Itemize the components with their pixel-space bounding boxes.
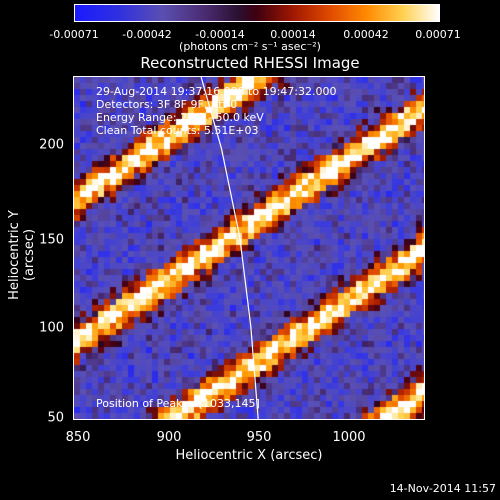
colorbar-tick: -0.00042 (122, 28, 172, 41)
y-tick-label: 150 (39, 232, 64, 248)
colorbar (74, 4, 440, 22)
x-tick-label: 1000 (332, 430, 366, 445)
chart-title: Reconstructed RHESSI Image (140, 54, 360, 72)
annotation-time: 29-Aug-2014 19:37:16.000 to 19:47:32.000 (96, 85, 337, 98)
colorbar-tick: -0.00071 (49, 28, 99, 41)
x-tick-label: 850 (65, 430, 91, 445)
colorbar-tick: -0.00014 (195, 28, 245, 41)
colorbar-tick: 0.00071 (415, 28, 461, 41)
heatmap-image (74, 77, 424, 419)
y-tick-label: 50 (47, 410, 64, 426)
annotation-detectors: Detectors: 3F 8F 9F, Att 0 (96, 98, 238, 111)
y-tick-label: 100 (39, 320, 64, 336)
colorbar-tick: 0.00014 (270, 28, 316, 41)
annotation-counts: Clean Total counts: 5.51E+03 (96, 124, 259, 137)
x-tick-label: 950 (246, 430, 272, 445)
plot-area: 29-Aug-2014 19:37:16.000 to 19:47:32.000… (73, 76, 425, 420)
limb-overlay (200, 77, 259, 419)
y-tick-label: 200 (39, 137, 64, 153)
colorbar-units: (photons cm⁻² s⁻¹ asec⁻²) (179, 40, 321, 53)
x-tick-label: 900 (156, 430, 182, 445)
peak-position-label: Position of Peak = [1033,145] (96, 397, 260, 410)
y-axis-label: Heliocentric Y (arcsec) (7, 210, 37, 300)
solar-limb-curve (200, 77, 259, 419)
x-axis-label: Heliocentric X (arcsec) (175, 448, 323, 463)
annotation-energy: Energy Range: 25.0 - 50.0 keV (96, 111, 264, 124)
colorbar-tick: 0.00042 (343, 28, 389, 41)
footer-timestamp: 14-Nov-2014 11:57 (389, 482, 496, 495)
